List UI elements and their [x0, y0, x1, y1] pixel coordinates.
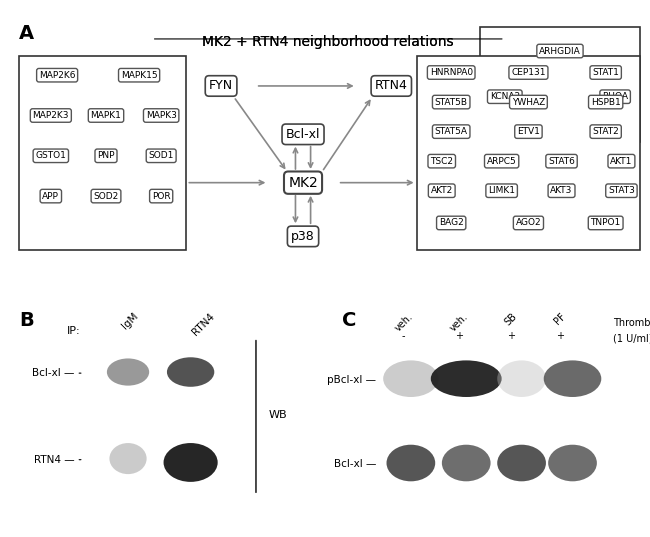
Text: (1 U/ml): (1 U/ml)	[613, 333, 650, 343]
Text: AKT1: AKT1	[610, 157, 632, 166]
Text: PNP: PNP	[98, 151, 115, 160]
Text: C: C	[342, 311, 356, 330]
Text: AGO2: AGO2	[515, 219, 541, 228]
Text: PF: PF	[552, 311, 568, 326]
Text: TSC2: TSC2	[430, 157, 453, 166]
Text: p38: p38	[291, 230, 315, 243]
Text: +: +	[507, 331, 515, 341]
Text: HNRNPA0: HNRNPA0	[430, 68, 473, 77]
Text: TNPO1: TNPO1	[591, 219, 621, 228]
Text: BAG2: BAG2	[439, 219, 463, 228]
Text: APP: APP	[42, 192, 59, 201]
Text: Thrombin: Thrombin	[613, 318, 650, 328]
Text: veh.: veh.	[448, 311, 470, 333]
FancyBboxPatch shape	[480, 27, 640, 142]
Text: A: A	[20, 24, 34, 43]
Text: AKT3: AKT3	[551, 186, 573, 195]
Text: MK2 + RTN4 neighborhood relations: MK2 + RTN4 neighborhood relations	[202, 35, 454, 49]
Text: SB: SB	[503, 311, 519, 327]
Text: -: -	[402, 331, 406, 341]
Text: B: B	[19, 311, 34, 330]
Text: KCNA2: KCNA2	[489, 92, 520, 101]
Text: pBcl-xl —: pBcl-xl —	[327, 375, 376, 385]
Text: ARHGDIA: ARHGDIA	[539, 47, 581, 55]
Text: Bcl-xl —: Bcl-xl —	[333, 459, 376, 469]
Text: MAPK1: MAPK1	[90, 111, 122, 120]
Text: MAP2K6: MAP2K6	[39, 71, 75, 79]
Text: ARPC5: ARPC5	[487, 157, 517, 166]
Text: STAT3: STAT3	[608, 186, 635, 195]
Text: Bcl-xl: Bcl-xl	[286, 128, 320, 141]
Text: IgM: IgM	[120, 311, 140, 331]
Text: YWHAZ: YWHAZ	[512, 98, 545, 106]
Text: FYN: FYN	[209, 79, 233, 92]
FancyBboxPatch shape	[417, 56, 640, 250]
Text: IP:: IP:	[67, 326, 81, 336]
Text: RTN4: RTN4	[190, 311, 216, 337]
Text: STAT5B: STAT5B	[435, 98, 468, 106]
Text: WB: WB	[268, 410, 287, 420]
Text: +: +	[556, 331, 564, 341]
Text: LIMK1: LIMK1	[488, 186, 515, 195]
FancyBboxPatch shape	[20, 56, 187, 250]
Text: MK2: MK2	[288, 176, 318, 190]
Text: ETV1: ETV1	[517, 127, 540, 136]
Text: Bcl-xl —: Bcl-xl —	[32, 368, 75, 378]
Text: MAP2K3: MAP2K3	[32, 111, 69, 120]
Text: RTN4 —: RTN4 —	[34, 455, 75, 465]
Text: AKT2: AKT2	[430, 186, 453, 195]
Text: +: +	[455, 331, 463, 341]
Text: RHOA: RHOA	[602, 92, 628, 101]
Text: HSPB1: HSPB1	[591, 98, 621, 106]
Text: CEP131: CEP131	[511, 68, 546, 77]
Text: veh.: veh.	[393, 311, 415, 333]
Text: STAT1: STAT1	[592, 68, 619, 77]
Text: POR: POR	[152, 192, 170, 201]
Text: SOD1: SOD1	[148, 151, 174, 160]
Text: MAPK15: MAPK15	[121, 71, 157, 79]
Text: MAPK3: MAPK3	[146, 111, 177, 120]
Text: SOD2: SOD2	[94, 192, 118, 201]
Text: RTN4: RTN4	[375, 79, 408, 92]
Text: STAT2: STAT2	[592, 127, 619, 136]
Text: MK2 + RTN4 neighborhood relations: MK2 + RTN4 neighborhood relations	[202, 35, 454, 49]
Text: GSTO1: GSTO1	[35, 151, 66, 160]
Text: STAT6: STAT6	[548, 157, 575, 166]
Text: STAT5A: STAT5A	[435, 127, 468, 136]
